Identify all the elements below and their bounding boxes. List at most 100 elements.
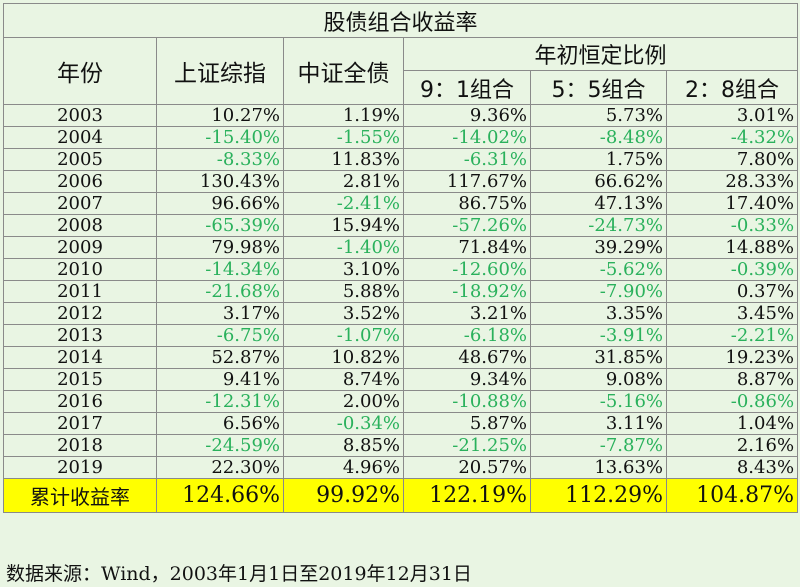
table-row: 2005 -8.33% 11.83% -6.31% 1.75% 7.80% [3, 148, 799, 171]
table-row: 2016 -12.31% 2.00% -10.88% -5.16% -0.86% [3, 390, 799, 413]
value-cell: 14.88% [665, 236, 799, 259]
value-cell: 79.98% [156, 236, 284, 259]
total-cell: 122.19% [403, 478, 531, 513]
value-cell: 9.41% [156, 368, 284, 391]
value-cell: 19.23% [665, 346, 799, 369]
value-cell: -5.16% [530, 390, 667, 413]
table-row: 2014 52.87% 10.82% 48.67% 31.85% 19.23% [3, 346, 799, 369]
value-cell: 3.21% [403, 302, 531, 325]
year-cell: 2007 [3, 192, 157, 215]
table-row: 2011 -21.68% 5.88% -18.92% -7.90% 0.37% [3, 280, 799, 303]
value-cell: 28.33% [665, 170, 799, 193]
value-cell: 4.96% [283, 456, 404, 479]
value-cell: 3.35% [530, 302, 667, 325]
table-row: 2009 79.98% -1.40% 71.84% 39.29% 14.88% [3, 236, 799, 259]
value-cell: 1.75% [530, 148, 667, 171]
value-cell: -1.07% [283, 324, 404, 347]
value-cell: 22.30% [156, 456, 284, 479]
value-cell: -2.21% [665, 324, 799, 347]
value-cell: -7.87% [530, 434, 667, 457]
value-cell: -1.40% [283, 236, 404, 259]
table-row: 2017 6.56% -0.34% 5.87% 3.11% 1.04% [3, 412, 799, 435]
value-cell: -0.33% [665, 214, 799, 237]
year-cell: 2003 [3, 104, 157, 127]
value-cell: -6.18% [403, 324, 531, 347]
year-cell: 2006 [3, 170, 157, 193]
table-row: 2012 3.17% 3.52% 3.21% 3.35% 3.45% [3, 302, 799, 325]
value-cell: -6.31% [403, 148, 531, 171]
value-cell: 20.57% [403, 456, 531, 479]
value-cell: -0.34% [283, 412, 404, 435]
table-row: 2007 96.66% -2.41% 86.75% 47.13% 17.40% [3, 192, 799, 215]
portfolio-returns-table: 股债组合收益率 年份 上证综指 中证全债 年初恒定比例 9：1组合 5：5组合 … [2, 3, 799, 513]
value-cell: 10.82% [283, 346, 404, 369]
table-row: 2018 -24.59% 8.85% -21.25% -7.87% 2.16% [3, 434, 799, 457]
table-body: 2003 10.27% 1.19% 9.36% 5.73% 3.01% 2004 -15.40… [3, 104, 799, 479]
header-group: 年初恒定比例 [402, 37, 799, 71]
value-cell: -14.34% [156, 258, 284, 281]
year-cell: 2010 [3, 258, 157, 281]
value-cell: -7.90% [530, 280, 667, 303]
year-cell: 2009 [3, 236, 157, 259]
header-csi-bond: 中证全债 [283, 37, 404, 105]
value-cell: 9.34% [403, 368, 531, 391]
value-cell: -1.55% [283, 126, 404, 149]
year-cell: 2005 [3, 148, 157, 171]
value-cell: -57.26% [403, 214, 531, 237]
value-cell: 5.73% [530, 104, 667, 127]
value-cell: 5.88% [283, 280, 404, 303]
value-cell: 31.85% [530, 346, 667, 369]
value-cell: 3.17% [156, 302, 284, 325]
value-cell: 6.56% [156, 412, 284, 435]
total-row: 累计收益率 124.66% 99.92% 122.19% 112.29% 104… [3, 478, 799, 513]
table-row: 2004 -15.40% -1.55% -14.02% -8.48% -4.32% [3, 126, 799, 149]
value-cell: 130.43% [156, 170, 284, 193]
year-cell: 2016 [3, 390, 157, 413]
value-cell: -21.68% [156, 280, 284, 303]
value-cell: -3.91% [530, 324, 667, 347]
value-cell: 66.62% [530, 170, 667, 193]
table-row: 2015 9.41% 8.74% 9.34% 9.08% 8.87% [3, 368, 799, 391]
value-cell: 5.87% [403, 412, 531, 435]
year-cell: 2017 [3, 412, 157, 435]
value-cell: -12.31% [156, 390, 284, 413]
value-cell: 0.37% [665, 280, 799, 303]
value-cell: 2.16% [665, 434, 799, 457]
value-cell: -5.62% [530, 258, 667, 281]
value-cell: -65.39% [156, 214, 284, 237]
total-label: 累计收益率 [3, 478, 157, 513]
value-cell: 1.04% [665, 412, 799, 435]
value-cell: 3.52% [283, 302, 404, 325]
total-cell: 104.87% [665, 478, 799, 513]
value-cell: 2.00% [283, 390, 404, 413]
year-cell: 2004 [3, 126, 157, 149]
header-year: 年份 [3, 37, 157, 105]
table-row: 2006 130.43% 2.81% 117.67% 66.62% 28.33% [3, 170, 799, 193]
total-cell: 99.92% [283, 478, 404, 513]
source-note: 数据来源：Wind，2003年1月1日至2019年12月31日 [6, 563, 472, 585]
year-cell: 2011 [3, 280, 157, 303]
value-cell: 8.43% [665, 456, 799, 479]
value-cell: 71.84% [403, 236, 531, 259]
year-cell: 2015 [3, 368, 157, 391]
value-cell: -0.39% [665, 258, 799, 281]
value-cell: 8.74% [283, 368, 404, 391]
value-cell: 3.11% [530, 412, 667, 435]
value-cell: 17.40% [665, 192, 799, 215]
table-row: 2013 -6.75% -1.07% -6.18% -3.91% -2.21% [3, 324, 799, 347]
year-cell: 2018 [3, 434, 157, 457]
table-row: 2010 -14.34% 3.10% -12.60% -5.62% -0.39% [3, 258, 799, 281]
header-55: 5：5组合 [530, 70, 667, 105]
value-cell: 117.67% [403, 170, 531, 193]
value-cell: 15.94% [283, 214, 404, 237]
value-cell: 11.83% [283, 148, 404, 171]
header-28: 2：8组合 [665, 70, 799, 105]
value-cell: -21.25% [403, 434, 531, 457]
year-cell: 2014 [3, 346, 157, 369]
table-row: 2019 22.30% 4.96% 20.57% 13.63% 8.43% [3, 456, 799, 479]
value-cell: 39.29% [530, 236, 667, 259]
value-cell: -4.32% [665, 126, 799, 149]
value-cell: 86.75% [403, 192, 531, 215]
value-cell: 2.81% [283, 170, 404, 193]
